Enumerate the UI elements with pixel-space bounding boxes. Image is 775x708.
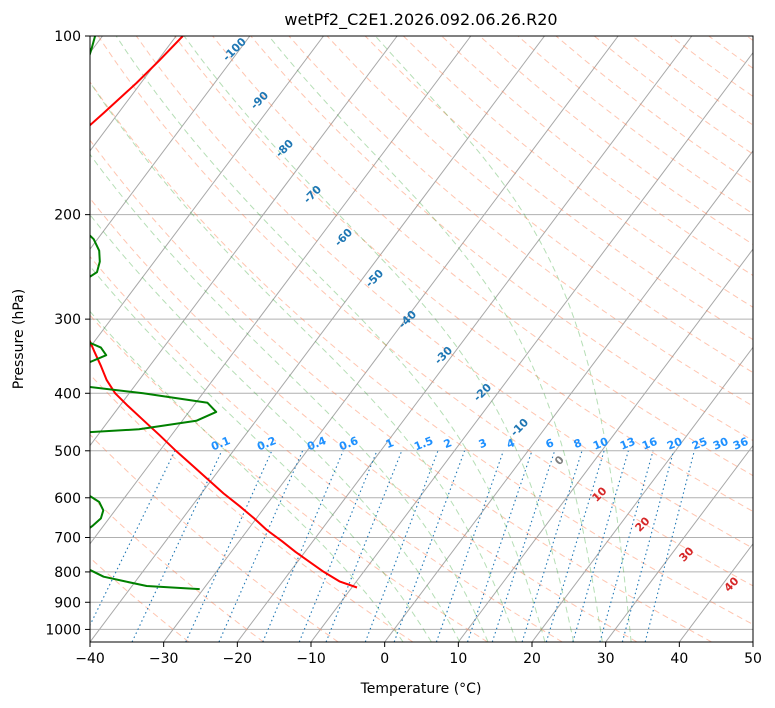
- y-tick-label: 300: [54, 312, 81, 328]
- isotherm-line: [90, 36, 398, 447]
- y-tick-label: 100: [54, 29, 81, 45]
- dry-adiabat-line: [90, 255, 563, 642]
- mixing-ratio-line: [262, 450, 344, 642]
- mixing-ratio-line: [491, 450, 556, 642]
- moist-adiabat-line: [115, 36, 546, 642]
- y-tick-label: 800: [54, 565, 81, 581]
- mixing-ratio-label: 25: [690, 435, 709, 453]
- isotherm-line: [457, 248, 753, 642]
- dry-adiabat-line: [90, 197, 638, 642]
- mixing-ratio-line: [185, 450, 273, 642]
- y-tick-label: 600: [54, 491, 81, 507]
- y-tick-label: 200: [54, 208, 81, 224]
- series-layer: [90, 36, 358, 591]
- mixing-ratio-label: 3: [477, 436, 489, 451]
- x-tick-label: 0: [380, 651, 389, 667]
- mixing-ratio-label: 1: [384, 436, 396, 451]
- tick-layer: −40 −30 −20 −10 0 10 20 30 40 50 100 200 300 400 500 60…: [45, 29, 762, 667]
- mixing-ratio-label: 13: [618, 435, 637, 453]
- x-tick-label: −20: [223, 651, 253, 667]
- mixing-ratio-line: [599, 450, 654, 642]
- x-tick-label: 50: [744, 651, 762, 667]
- isotherm-line: [90, 36, 545, 642]
- moist-adiabat-line: [90, 153, 489, 642]
- moist-adiabat-line: [183, 36, 575, 642]
- dry-adiabat-line: [97, 36, 753, 587]
- moist-adiabat-line: [268, 36, 603, 642]
- mixing-ratio-line: [325, 450, 403, 642]
- y-tick-label: 500: [54, 444, 81, 460]
- dry-adiabat-line: [90, 373, 414, 642]
- mixing-ratio-line: [298, 450, 378, 642]
- chart-title: wetPf2_C2E1.2026.092.06.26.R20: [284, 10, 557, 30]
- x-tick-label: −30: [149, 651, 179, 667]
- mixing-ratio-label: 20: [665, 435, 684, 453]
- x-tick-label: 40: [670, 651, 688, 667]
- isotherm-line: [90, 36, 472, 545]
- x-tick-label: −40: [75, 651, 105, 667]
- x-axis-label: Temperature (°C): [360, 681, 482, 697]
- y-tick-label: 1000: [45, 622, 81, 638]
- mixing-ratio-line: [218, 450, 304, 642]
- dry-adiabat-line: [364, 36, 753, 341]
- moist-adiabat-line: [90, 310, 404, 642]
- moist-adiabat-line: [374, 36, 632, 642]
- mixing-ratio-label: 36: [731, 435, 750, 453]
- isotherm-line: [163, 36, 619, 642]
- isotherm-line: [90, 36, 251, 250]
- mixing-ratio-line: [131, 450, 223, 642]
- isotherm-line: [531, 346, 753, 642]
- moist-adiabat-line: [90, 265, 432, 642]
- isotherm-line: [90, 36, 177, 152]
- isotherm-line: [90, 36, 324, 349]
- mixing-ratio-line: [644, 450, 695, 642]
- dry-adiabat-line: [212, 36, 753, 477]
- moist-adiabat-line: [90, 81, 517, 642]
- dry-adiabat-line: [250, 36, 753, 442]
- dewpoint-profile-line: [90, 36, 218, 591]
- dry-adiabat-line: [403, 36, 753, 308]
- x-tick-label: −10: [296, 651, 326, 667]
- plot-frame: [89, 35, 754, 643]
- x-tick-label: 20: [523, 651, 541, 667]
- y-tick-label: 900: [54, 595, 81, 611]
- grid-layer: [90, 36, 753, 642]
- mixing-ratio-line: [572, 450, 629, 642]
- isotherm-line: [236, 36, 693, 642]
- temperature-profile-line: [90, 36, 358, 589]
- mixing-ratio-label: 16: [640, 435, 659, 453]
- dry-adiabat-line: [90, 139, 712, 642]
- mixing-ratio-line: [521, 450, 583, 642]
- mixing-ratio-line: [621, 450, 675, 642]
- y-tick-label: 400: [54, 386, 81, 402]
- mixing-ratio-label: 8: [572, 436, 584, 451]
- moist-adiabat-line: [90, 213, 461, 642]
- mixing-ratio-label: 30: [711, 435, 730, 453]
- isotherm-line: [310, 51, 753, 642]
- dry-adiabat-line: [174, 36, 753, 512]
- isotherm-line: [605, 444, 753, 642]
- x-tick-label: 10: [449, 651, 467, 667]
- dry-adiabat-line: [90, 81, 753, 625]
- dry-adiabat-line: [135, 36, 753, 549]
- mixing-ratio-label: 2: [442, 436, 454, 451]
- y-axis-label: Pressure (hPa): [11, 289, 27, 389]
- x-tick-label: 30: [597, 651, 615, 667]
- isotherm-line: [384, 150, 753, 642]
- mixing-ratio-line: [545, 450, 605, 642]
- mixing-ratio-label: 10: [591, 435, 610, 453]
- y-tick-label: 700: [54, 531, 81, 547]
